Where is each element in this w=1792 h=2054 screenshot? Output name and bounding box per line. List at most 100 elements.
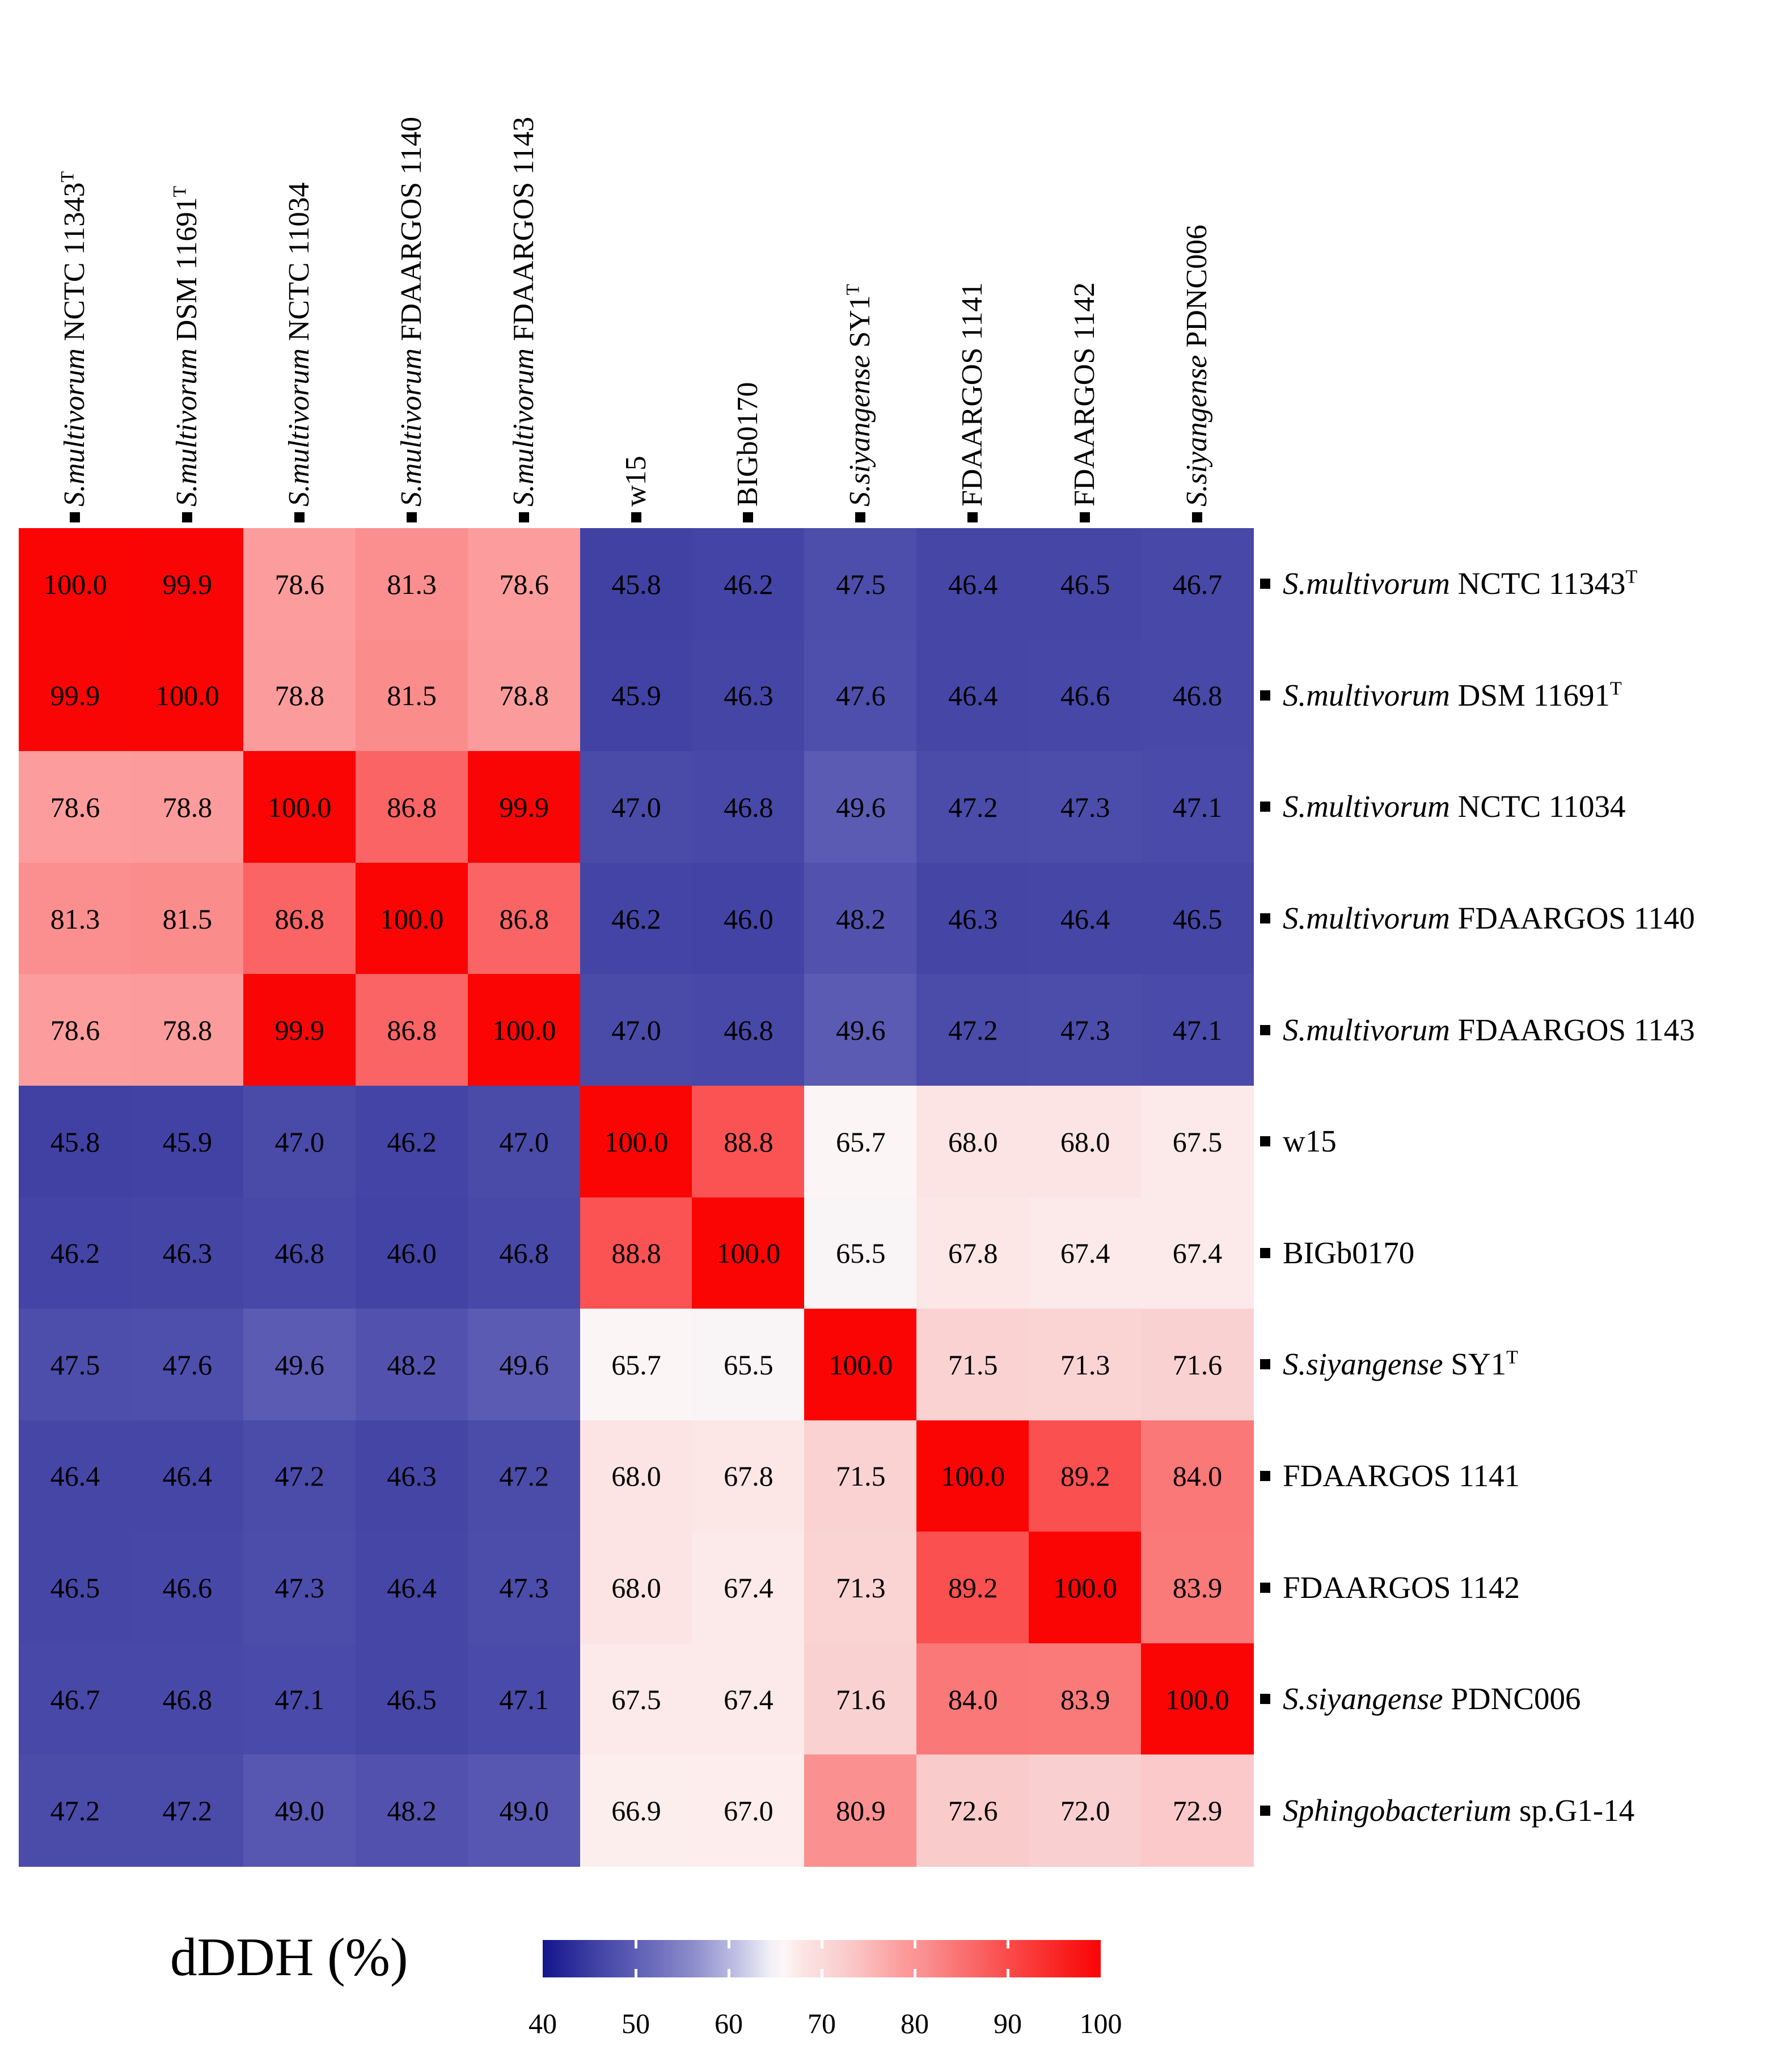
heatmap-cell: 46.2 — [580, 862, 693, 975]
row-label: S.multivorum DSM 11691T — [1283, 677, 1622, 712]
heatmap-cell: 68.0 — [580, 1532, 693, 1644]
colorbar-tick-notch — [820, 1969, 823, 1977]
heatmap-cell: 67.0 — [692, 1754, 805, 1867]
colorbar-tick-notch — [913, 1969, 916, 1977]
row-tick-mark — [1260, 1470, 1270, 1481]
heatmap-cell: 100.0 — [692, 1197, 805, 1310]
heatmap-cell: 100.0 — [243, 751, 356, 863]
heatmap-cell: 84.0 — [1141, 1420, 1254, 1533]
heatmap-cell: 78.6 — [243, 528, 356, 640]
heatmap-cell: 78.6 — [467, 528, 581, 640]
row-label: S.multivorum NCTC 11343T — [1283, 566, 1638, 601]
heatmap-cell: 46.8 — [130, 1643, 244, 1756]
heatmap-cell: 78.8 — [130, 751, 244, 863]
heatmap-cell: 48.2 — [804, 862, 918, 975]
heatmap-cell: 68.0 — [1029, 1085, 1142, 1198]
heatmap-cell: 46.4 — [916, 639, 1030, 752]
heatmap-cell: 83.9 — [1141, 1532, 1254, 1644]
heatmap-cell: 99.9 — [130, 528, 244, 640]
column-tick-mark — [518, 512, 529, 522]
heatmap-cell: 100.0 — [467, 974, 581, 1086]
colorbar-tick-notch — [634, 1969, 637, 1977]
heatmap-cell: 68.0 — [916, 1085, 1030, 1198]
heatmap-cell: 78.6 — [19, 974, 132, 1086]
heatmap-cell: 46.4 — [130, 1420, 244, 1533]
heatmap-cell: 47.0 — [580, 751, 693, 863]
heatmap-cell: 49.6 — [467, 1309, 581, 1421]
heatmap-cell: 67.4 — [1029, 1197, 1142, 1310]
column-tick-mark — [631, 512, 641, 522]
heatmap-cell: 100.0 — [19, 528, 132, 640]
column-tick-mark — [1080, 512, 1091, 522]
heatmap-cell: 47.0 — [467, 1085, 581, 1198]
heatmap-cell: 47.1 — [1141, 751, 1254, 863]
heatmap-cell: 47.5 — [804, 528, 918, 640]
heatmap-cell: 68.0 — [580, 1420, 693, 1533]
heatmap-cell: 49.6 — [804, 751, 918, 863]
heatmap-cell: 47.3 — [1029, 751, 1142, 863]
heatmap-cell: 65.7 — [580, 1309, 693, 1421]
heatmap-cell: 48.2 — [355, 1754, 468, 1867]
heatmap-cell: 67.4 — [692, 1532, 805, 1644]
column-tick-mark — [181, 512, 192, 522]
row-tick-mark — [1260, 1136, 1270, 1147]
row-tick-mark — [1260, 1247, 1270, 1258]
heatmap-cell: 45.8 — [19, 1085, 132, 1198]
column-tick-mark — [406, 512, 417, 522]
heatmap-cell: 46.4 — [19, 1420, 132, 1533]
heatmap-cell: 72.6 — [916, 1754, 1030, 1867]
heatmap-cell: 71.5 — [916, 1309, 1030, 1421]
heatmap-cell: 47.1 — [1141, 974, 1254, 1086]
colorbar-tick-label: 60 — [715, 2007, 743, 2039]
heatmap-cell: 49.6 — [804, 974, 918, 1086]
row-tick-mark — [1260, 1024, 1270, 1035]
heatmap-cell: 47.2 — [916, 974, 1030, 1086]
row-tick-mark — [1260, 1805, 1270, 1816]
column-tick-mark — [967, 512, 978, 522]
heatmap-cell: 67.5 — [580, 1643, 693, 1756]
heatmap-cell: 47.2 — [916, 751, 1030, 863]
heatmap-cell: 47.2 — [19, 1754, 132, 1867]
heatmap-cell: 88.8 — [692, 1085, 805, 1198]
heatmap-cell: 47.6 — [804, 639, 918, 752]
heatmap-cell: 71.6 — [804, 1643, 918, 1756]
colorbar-tick-notch — [727, 1940, 730, 1948]
colorbar-tick-label: 50 — [622, 2007, 650, 2039]
colorbar-tick-notch — [727, 1969, 730, 1977]
heatmap-cell: 46.5 — [355, 1643, 468, 1756]
heatmap-cell: 83.9 — [1029, 1643, 1142, 1756]
heatmap-cell: 46.0 — [692, 862, 805, 975]
heatmap-cell: 84.0 — [916, 1643, 1030, 1756]
row-label: S.multivorum FDAARGOS 1143 — [1283, 1012, 1695, 1047]
heatmap-cell: 99.9 — [467, 751, 581, 863]
row-label: S.multivorum FDAARGOS 1140 — [1283, 901, 1695, 936]
colorbar-gradient — [543, 1940, 1101, 1977]
heatmap-cell: 46.8 — [692, 751, 805, 863]
heatmap-cell: 45.8 — [580, 528, 693, 640]
heatmap-cell: 45.9 — [580, 639, 693, 752]
heatmap-cell: 67.4 — [692, 1643, 805, 1756]
heatmap-cell: 47.1 — [467, 1643, 581, 1756]
heatmap-cell: 71.3 — [804, 1532, 918, 1644]
colorbar-tick-notch — [1006, 1969, 1009, 1977]
heatmap-cell: 67.5 — [1141, 1085, 1254, 1198]
heatmap-cell: 47.5 — [19, 1309, 132, 1421]
heatmap-cell: 46.6 — [130, 1532, 244, 1644]
colorbar-tick-notch — [634, 1940, 637, 1948]
heatmap-cell: 99.9 — [19, 639, 132, 752]
heatmap-cell: 46.8 — [1141, 639, 1254, 752]
heatmap-cell: 100.0 — [1141, 1643, 1254, 1756]
heatmap-cell: 47.1 — [243, 1643, 356, 1756]
colorbar-tick-label: 80 — [901, 2007, 929, 2039]
heatmap-cell: 46.7 — [1141, 528, 1254, 640]
heatmap-cell: 49.0 — [243, 1754, 356, 1867]
colorbar-title: dDDH (%) — [170, 1927, 408, 1987]
heatmap-cell: 47.3 — [243, 1532, 356, 1644]
heatmap-cell: 100.0 — [580, 1085, 693, 1198]
heatmap-cell: 46.2 — [692, 528, 805, 640]
heatmap-cell: 86.8 — [467, 862, 581, 975]
column-tick-mark — [69, 512, 80, 522]
heatmap-cell: 46.8 — [243, 1197, 356, 1310]
colorbar-tick-label: 70 — [808, 2007, 836, 2039]
